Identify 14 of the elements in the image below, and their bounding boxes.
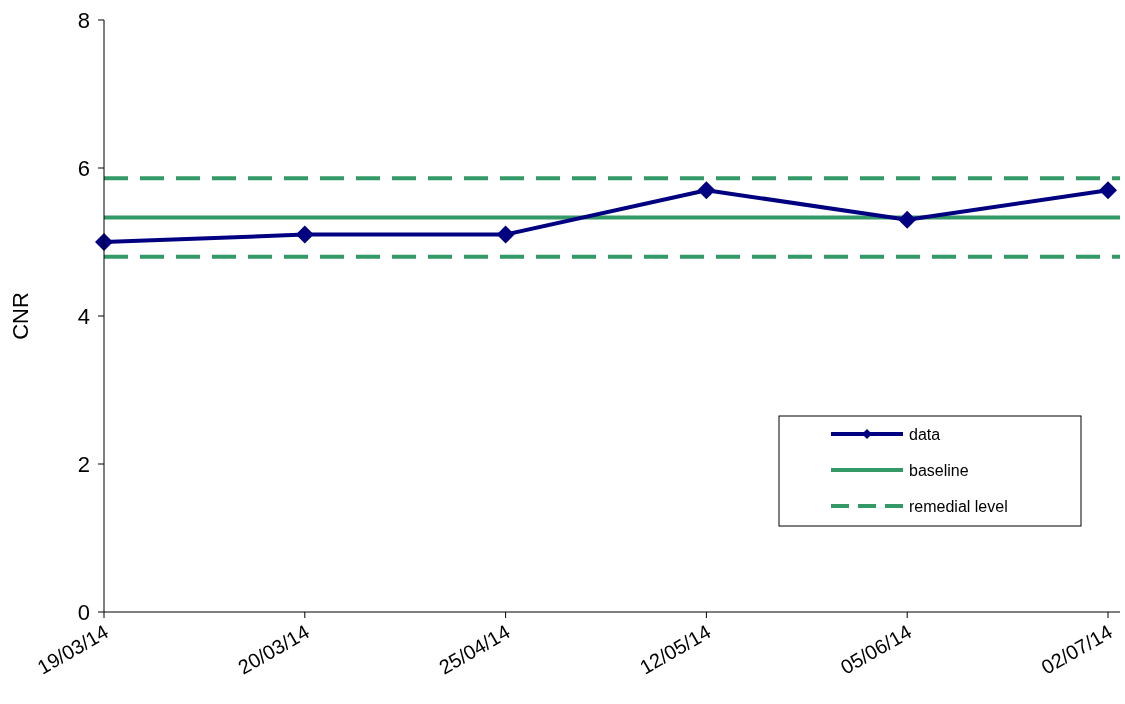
- point: [1099, 181, 1117, 200]
- y-axis-title: CNR: [8, 292, 33, 340]
- y-tick-label: 6: [77, 155, 90, 181]
- y-tick-label: 8: [77, 7, 90, 33]
- point: [697, 181, 716, 200]
- y-tick-label: 2: [77, 451, 90, 477]
- legend-label: data: [909, 425, 941, 443]
- point: [898, 210, 917, 229]
- y-tick-label: 0: [77, 599, 90, 625]
- y-tick-label: 4: [77, 303, 90, 329]
- legend-label: remedial level: [909, 497, 1008, 515]
- point: [496, 225, 515, 244]
- point: [295, 225, 314, 244]
- legend-label: baseline: [909, 461, 969, 479]
